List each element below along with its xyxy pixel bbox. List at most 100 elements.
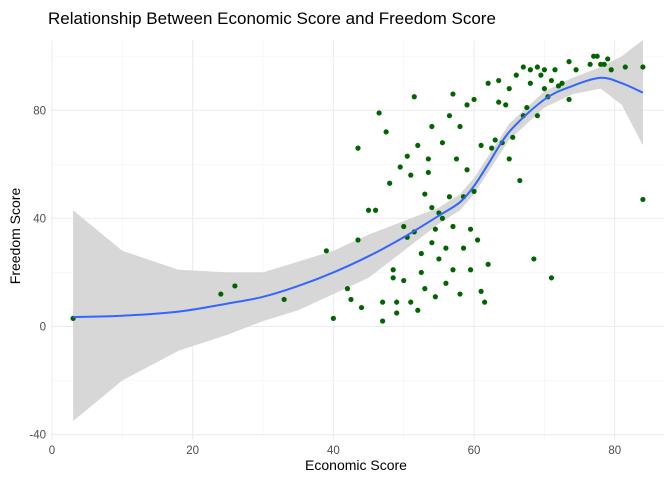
data-point (383, 129, 389, 135)
data-point (471, 96, 477, 103)
data-point (390, 267, 396, 273)
data-point (422, 286, 428, 292)
data-point (492, 137, 498, 143)
x-tick-label: 60 (468, 445, 481, 457)
data-point (446, 113, 453, 119)
data-point (443, 280, 449, 286)
data-point (608, 67, 614, 73)
data-point (496, 99, 502, 105)
data-point (485, 261, 491, 267)
data-point (446, 194, 453, 200)
data-point (640, 196, 646, 203)
data-point (555, 83, 562, 89)
data-point (485, 80, 491, 86)
data-point (527, 67, 533, 73)
data-point (404, 153, 410, 159)
data-point (496, 77, 502, 84)
data-point (418, 250, 424, 257)
data-point (429, 123, 435, 130)
data-point (443, 245, 449, 251)
data-point (415, 142, 421, 149)
data-point (358, 304, 365, 311)
data-point (450, 267, 456, 273)
data-point (436, 256, 442, 262)
data-point (348, 296, 354, 303)
y-tick-label: 0 (40, 321, 46, 333)
data-point (425, 169, 431, 176)
data-point (232, 283, 238, 289)
data-point (587, 61, 593, 67)
data-point (527, 80, 533, 86)
data-point (506, 86, 512, 92)
data-point (559, 80, 565, 86)
data-point (387, 180, 393, 186)
data-point (464, 167, 470, 173)
data-point (439, 215, 446, 221)
data-point (541, 86, 548, 92)
data-point (380, 299, 386, 305)
data-point (566, 96, 572, 103)
x-tick-label: 80 (608, 445, 621, 457)
data-point (467, 267, 474, 273)
data-point (474, 237, 481, 243)
data-point (432, 226, 438, 232)
data-point (429, 240, 435, 246)
data-point (394, 299, 400, 305)
data-point (594, 53, 600, 59)
data-point (432, 294, 438, 300)
y-tick-label: -40 (29, 430, 46, 442)
x-tick-label: 20 (186, 445, 199, 457)
data-point (450, 223, 456, 230)
data-point (355, 145, 361, 151)
data-point (489, 145, 495, 151)
data-point (372, 207, 379, 213)
data-point (524, 104, 530, 111)
x-tick-label: 0 (49, 445, 55, 457)
data-point (355, 237, 361, 243)
x-tick-label: 40 (327, 445, 340, 457)
data-point (482, 299, 488, 305)
data-point (380, 318, 386, 324)
data-point (538, 72, 544, 78)
data-point (531, 256, 537, 262)
data-point (506, 156, 512, 162)
x-axis-title: Economic Score (305, 457, 407, 473)
confidence-band-area (73, 40, 643, 422)
data-point (365, 207, 372, 213)
data-point (605, 56, 611, 62)
data-point (510, 134, 516, 140)
data-point (453, 156, 460, 162)
data-point (520, 64, 526, 70)
data-point (622, 64, 628, 70)
data-point (408, 172, 414, 178)
data-points (70, 53, 646, 324)
data-point (425, 156, 431, 162)
smooth-trend-line (73, 76, 644, 318)
data-point (422, 191, 428, 197)
y-axis-title: Freedom Score (7, 188, 23, 285)
data-point (390, 275, 396, 281)
data-point (534, 64, 540, 70)
data-point (415, 307, 421, 313)
data-point (467, 226, 474, 232)
data-point (439, 140, 446, 146)
data-point (566, 59, 572, 65)
chart-title: Relationship Between Economic Score and … (48, 9, 496, 28)
data-point (401, 223, 407, 230)
data-point (601, 61, 607, 67)
data-point (552, 67, 558, 73)
data-point (450, 91, 456, 97)
data-point (401, 277, 407, 284)
data-point (408, 299, 414, 305)
data-point (344, 286, 351, 292)
data-point (460, 245, 467, 251)
data-point (478, 288, 484, 294)
data-point (517, 177, 523, 184)
data-point (640, 64, 646, 70)
data-point (548, 77, 555, 84)
data-point (429, 204, 435, 211)
data-point (376, 110, 382, 116)
data-point (281, 296, 287, 303)
data-point (218, 291, 224, 297)
